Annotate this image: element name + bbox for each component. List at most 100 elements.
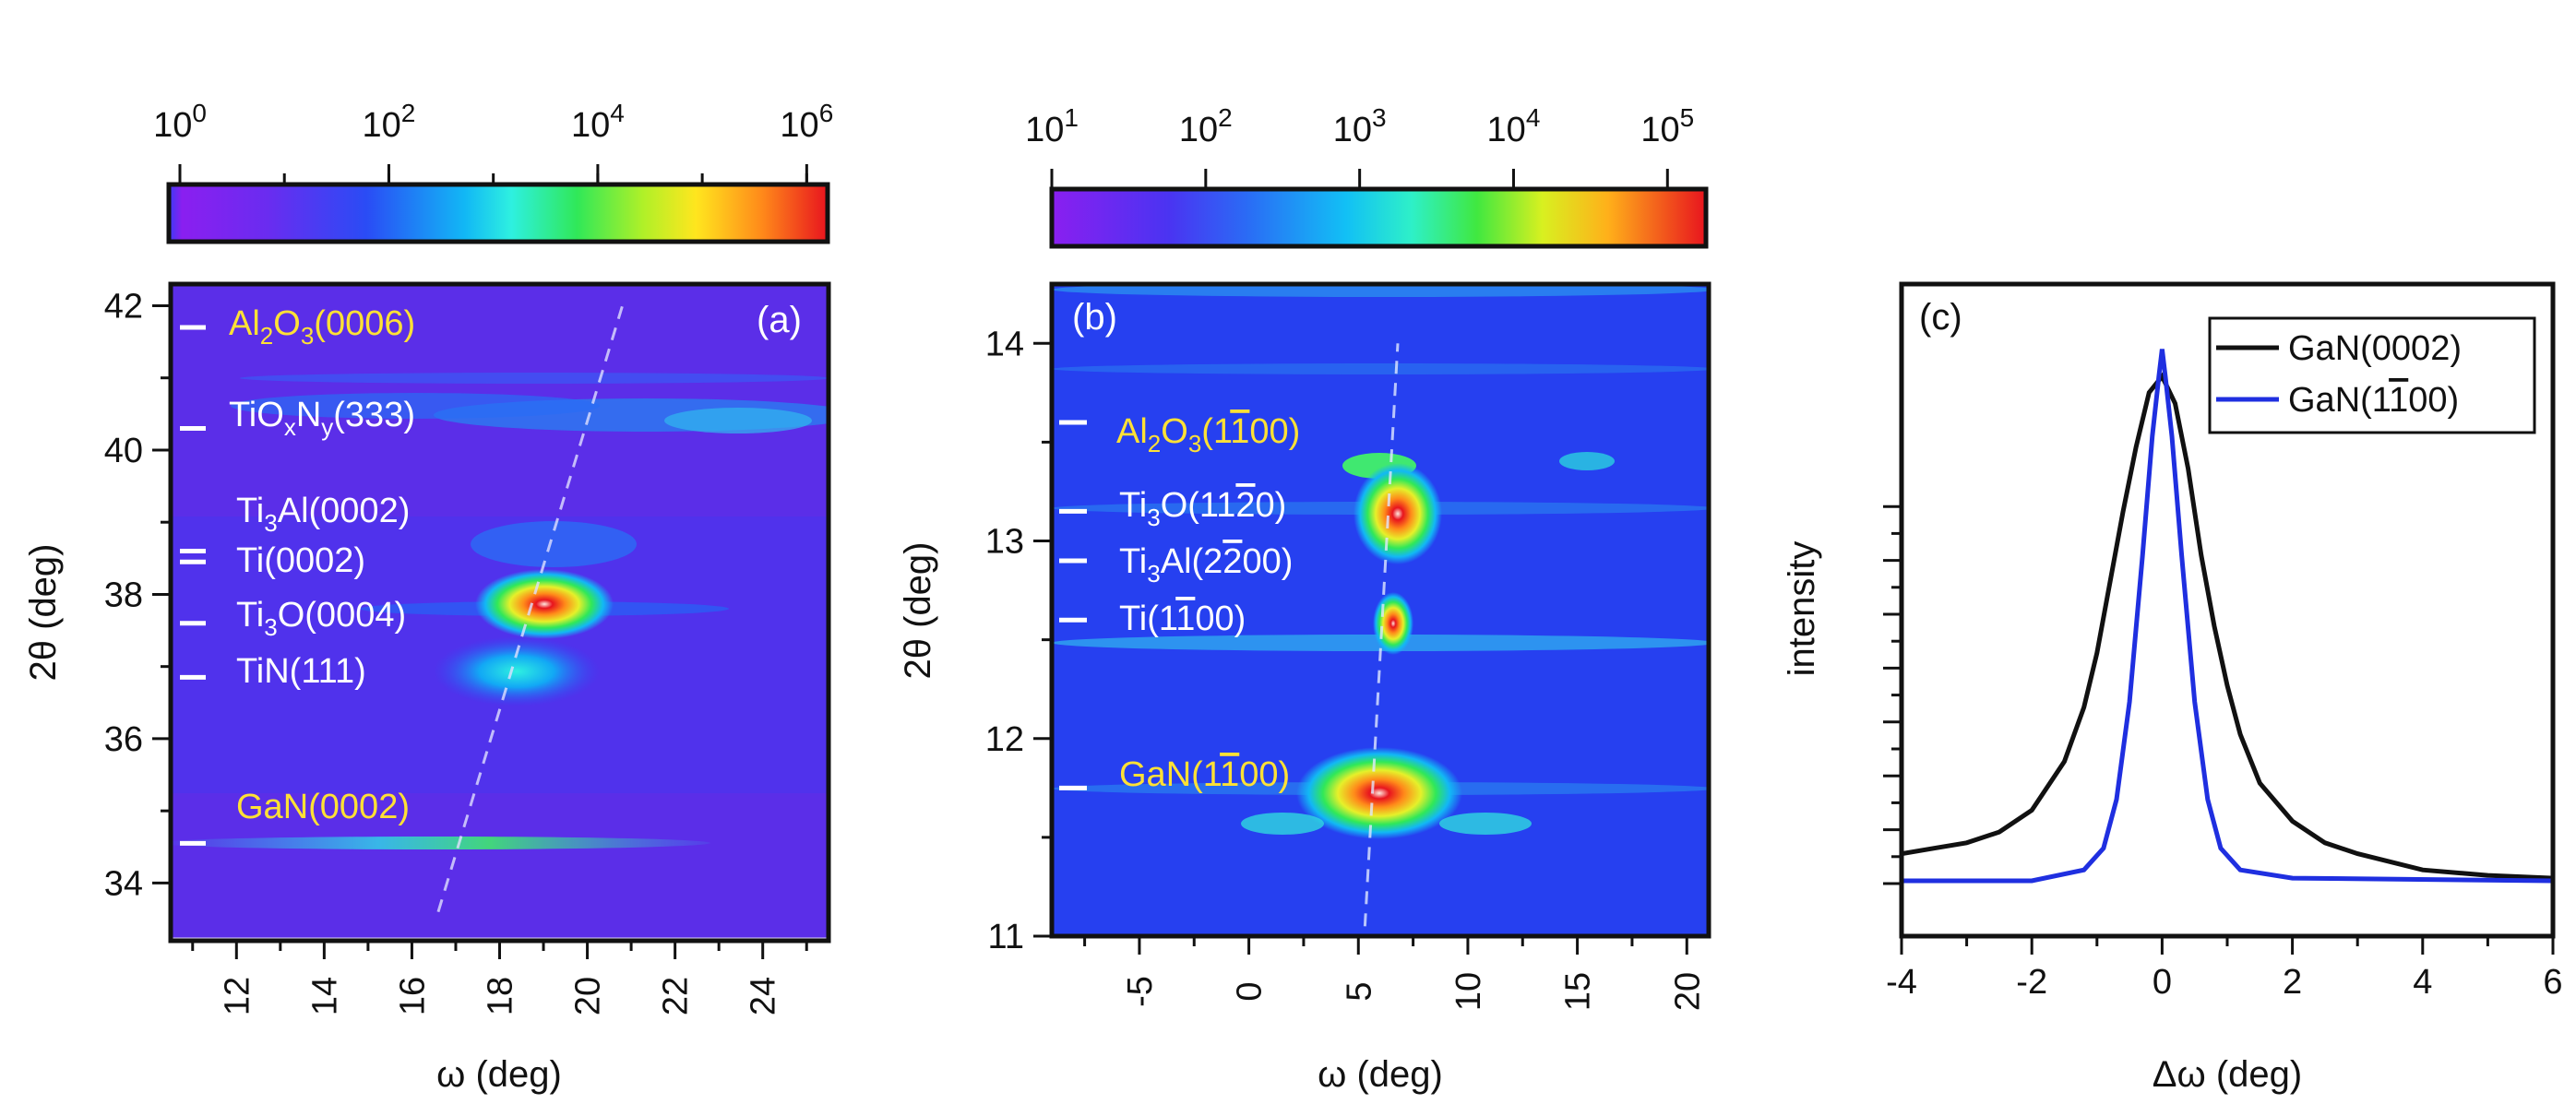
legend-box — [2208, 316, 2536, 434]
colorbar-a-tick-label: 100 — [153, 99, 207, 145]
x-tick-label-b: 20 — [1668, 972, 1707, 1011]
x-tick-label-c: 6 — [2543, 963, 2562, 1002]
ti3o-hotspot — [475, 569, 614, 639]
peak-markers-b — [1059, 420, 1087, 790]
series-line-gan-1100 — [1902, 349, 2553, 884]
panel-label-c: (c) — [1919, 297, 1962, 338]
y-axis-ticks-c — [1883, 505, 1902, 885]
x-tick-label-a: 18 — [482, 977, 520, 1015]
gan-side-spot-right — [1439, 813, 1532, 835]
colorbar-a-ticks: 100 102 104 106 — [153, 99, 833, 184]
x-tick-label-a: 24 — [745, 977, 783, 1015]
panel-label-a: (a) — [757, 300, 802, 340]
y-axis-title-b: 2θ (deg) — [898, 542, 938, 680]
y-tick-label-a: 42 — [104, 287, 143, 326]
x-tick-label-a: 14 — [305, 977, 344, 1015]
colorbar-b-ticks: 101 102 103 104 105 — [1025, 103, 1694, 189]
colorbar-a-tick-label: 104 — [571, 99, 625, 145]
heatmap-b — [1052, 284, 1709, 936]
y-tick-label-b: 11 — [988, 918, 1024, 956]
colorbar-b-tick-label: 101 — [1025, 103, 1079, 149]
plot-frame-b — [1049, 281, 1711, 939]
peak-label-ti3o-0004: Ti3O(0004) — [236, 596, 406, 641]
y-axis-ticks-a: 34 36 38 40 42 — [104, 287, 171, 903]
x-tick-label-b: 15 — [1559, 972, 1598, 1011]
x-tick-label-b: 5 — [1340, 981, 1378, 1001]
streak-b-14 — [1052, 363, 1709, 374]
y-tick-label-b: 14 — [985, 325, 1024, 363]
dashed-guide-line-b — [1363, 343, 1400, 927]
series-line-gan-0002 — [1902, 372, 2553, 881]
peak-label-tin-111: TiN(111) — [236, 652, 366, 691]
side-spot-b — [1559, 452, 1615, 470]
peak-markers-a — [180, 325, 206, 846]
peak-label-ti-0002: Ti(0002) — [236, 541, 365, 580]
colorbar-a-frame — [166, 182, 830, 244]
colorbar-b-tick-label: 103 — [1333, 103, 1387, 149]
x-tick-label-a: 12 — [218, 977, 256, 1015]
panel-label-b: (b) — [1072, 297, 1117, 338]
legend-c: GaN(0002) GaN(1100) — [2208, 316, 2536, 434]
peak-labels-a: Al2O3(0006) TiOxNy(333) Ti3Al(0002) Ti(0… — [229, 304, 415, 826]
x-tick-label-a: 22 — [657, 977, 696, 1015]
x-axis-title-b: ω (deg) — [1318, 1054, 1443, 1095]
colorbar-b-tick-label: 105 — [1640, 103, 1694, 149]
legend-label-gan-0002: GaN(0002) — [2288, 329, 2462, 368]
colorbar-b-tick-label: 104 — [1487, 103, 1541, 149]
y-tick-label-b: 13 — [985, 523, 1024, 562]
colorbar-b-gradient — [1052, 189, 1706, 246]
y-axis-title-c: intensity — [1782, 541, 1822, 677]
colorbar-b: 101 102 103 104 105 — [1025, 103, 1709, 249]
gan-side-spot-left — [1241, 813, 1324, 835]
y-axis-ticks-b: 11 12 13 14 — [985, 325, 1052, 956]
panel-a: 100 102 104 106 (a) 12 14 16 18 20 22 24 34 36 38 40… — [23, 99, 833, 1095]
x-axis-title-a: ω (deg) — [436, 1054, 562, 1095]
x-tick-label-a: 16 — [393, 977, 432, 1015]
x-axis-ticks-b: -5 0 5 10 15 20 — [1083, 936, 1707, 1011]
ti3o-1120-spot — [1354, 463, 1442, 564]
panel-c: -4 -2 0 2 4 6 (c) Δω (deg) intensity GaN(0002… — [1782, 281, 2563, 1095]
colorbar-a-tick-label: 106 — [780, 99, 833, 145]
peak-label-ti-1100: Ti(1100) — [1119, 599, 1246, 638]
x-tick-label-b: 0 — [1231, 981, 1270, 1001]
peak-label-ti3al-0002: Ti3Al(0002) — [236, 492, 410, 537]
peak-label-gan-0002: GaN(0002) — [236, 788, 410, 826]
dashed-guide-line-a — [436, 305, 625, 913]
x-tick-label-c: -4 — [1886, 963, 1917, 1002]
x-tick-label-a: 20 — [569, 977, 608, 1015]
x-tick-label-b: 10 — [1449, 972, 1488, 1011]
x-tick-label-c: 2 — [2283, 963, 2302, 1002]
x-tick-label-c: 0 — [2153, 963, 2172, 1002]
peak-label-al2o3-1100: Al2O3(1100) — [1116, 412, 1300, 457]
ti3al-halo — [471, 521, 637, 567]
tin-spot — [434, 636, 600, 706]
peak-label-tioxny-333: TiOxNy(333) — [229, 396, 415, 441]
peak-label-gan-1100: GaN(1100) — [1119, 755, 1290, 794]
line-plot-c — [1902, 349, 2553, 884]
y-tick-label-a: 34 — [104, 864, 143, 903]
tioxny-hotspot — [664, 408, 812, 433]
tioxny-streak-left — [231, 393, 600, 419]
x-tick-label-c: 4 — [2413, 963, 2432, 1002]
peak-labels-b: Al2O3(1100) Ti3O(1120) Ti3Al(2200) Ti(11… — [1116, 412, 1300, 794]
peak-label-ti3al-2200: Ti3Al(2200) — [1119, 542, 1293, 588]
colorbar-a-tick-label: 102 — [363, 99, 416, 145]
x-axis-ticks-c: -4 -2 0 2 4 6 — [1886, 936, 2563, 1002]
x-axis-title-c: Δω (deg) — [2153, 1054, 2302, 1095]
peak-label-ti3o-1120: Ti3O(1120) — [1119, 486, 1286, 531]
y-tick-label-b: 12 — [985, 720, 1024, 759]
y-tick-label-a: 36 — [104, 720, 143, 759]
x-axis-ticks-a: 12 14 16 18 20 22 24 — [191, 941, 808, 1015]
panel-b: 101 102 103 104 105 (b) -5 0 5 10 15 20 11121314 … — [898, 103, 1711, 1095]
peak-label-al2o3-0006: Al2O3(0006) — [229, 304, 415, 350]
top-streak-b — [1052, 284, 1709, 297]
legend-label-gan-1100: GaN(1100) — [2288, 381, 2459, 420]
x-tick-label-c: -2 — [2016, 963, 2047, 1002]
y-tick-label-a: 38 — [104, 576, 143, 614]
y-axis-title-a: 2θ (deg) — [23, 544, 64, 682]
gan-0002-streak — [171, 837, 710, 849]
colorbar-a-gradient — [169, 184, 828, 242]
heatmap-a — [171, 284, 829, 941]
ti-1100-spot — [1373, 592, 1413, 655]
